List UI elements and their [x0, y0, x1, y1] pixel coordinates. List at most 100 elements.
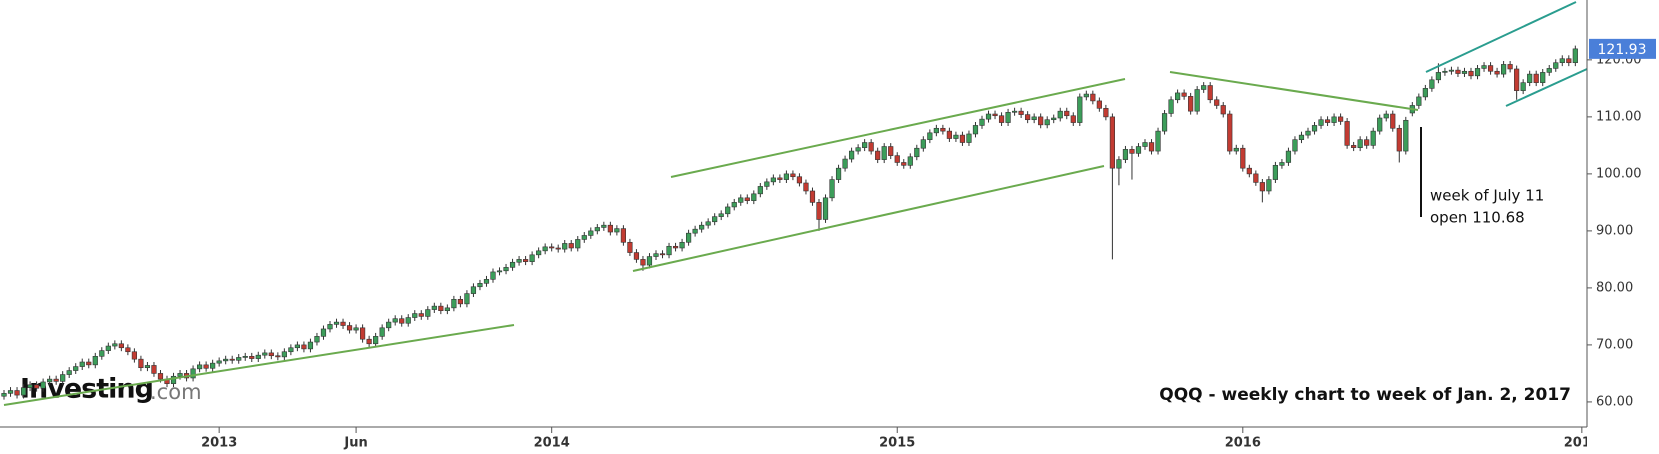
candle-body — [1559, 58, 1565, 64]
candle-body — [1259, 182, 1265, 192]
candle-body — [190, 368, 196, 379]
candle-body — [1285, 150, 1292, 163]
x-tick-label: 2015 — [879, 436, 915, 451]
candle-body — [705, 221, 711, 226]
candle-body — [1181, 92, 1187, 97]
candle-body — [666, 245, 672, 256]
candle-body — [496, 270, 503, 273]
logo-suffix: .com — [150, 380, 202, 404]
candle-body — [1135, 146, 1142, 154]
candle-body — [770, 177, 776, 183]
candle-body — [1005, 112, 1011, 123]
candle-body — [1338, 116, 1344, 122]
candle-body — [53, 378, 59, 382]
candle-body — [1214, 99, 1220, 106]
candle-body — [1194, 89, 1200, 112]
candle-body — [157, 373, 164, 380]
candle-body — [60, 374, 66, 382]
candle-body — [92, 356, 98, 366]
candle-body — [1416, 96, 1422, 106]
candle-body — [1011, 110, 1018, 113]
candle-body — [223, 358, 229, 362]
candle-body — [503, 267, 509, 272]
candle-body — [1070, 115, 1076, 123]
candle-body — [249, 356, 255, 359]
candle-body — [262, 352, 268, 356]
candle-body — [1311, 125, 1318, 132]
candle-body — [751, 193, 757, 201]
candle-body — [1253, 173, 1259, 183]
candle-body — [301, 344, 307, 350]
annotation: week of July 11 — [1430, 187, 1544, 205]
candle-body — [1096, 100, 1102, 109]
candle-body — [294, 344, 301, 349]
candle-body — [1422, 88, 1428, 98]
chart-title: QQQ - weekly chart to week of Jan. 2, 20… — [1159, 385, 1571, 405]
candle-body — [268, 352, 274, 357]
candle-body — [1116, 159, 1122, 169]
candle-body — [353, 327, 359, 331]
candle-body — [646, 256, 653, 266]
candle-body — [1057, 110, 1063, 119]
candle-body — [105, 345, 111, 351]
y-tick-label: 80.00 — [1596, 280, 1633, 295]
candle-body — [881, 146, 887, 160]
candle-body — [1396, 127, 1402, 152]
candle-body — [542, 246, 548, 252]
candle-body — [953, 134, 959, 139]
candle-body — [992, 113, 998, 117]
candle-body — [822, 197, 829, 220]
candle-body — [829, 179, 835, 199]
candle-body — [33, 384, 40, 389]
trend-line — [1425, 1, 1577, 73]
annotation: open 110.68 — [1430, 209, 1525, 227]
x-tick-label: 2014 — [534, 436, 570, 451]
candle-body — [1272, 165, 1278, 180]
candle-body — [73, 366, 79, 371]
candle-body — [1540, 72, 1546, 83]
candle-body — [672, 245, 679, 249]
candle-body — [490, 271, 496, 280]
candle-body — [483, 279, 490, 284]
candle-body — [777, 177, 783, 180]
candle-body — [679, 241, 685, 249]
candle-body — [601, 224, 607, 228]
candle-body — [1305, 130, 1311, 136]
trend-line — [670, 78, 1126, 178]
candle-body — [1507, 64, 1513, 70]
candle-body — [842, 158, 848, 169]
candle-body — [1155, 130, 1161, 152]
candle-body — [229, 358, 235, 361]
candle-body — [1390, 113, 1396, 129]
candle-body — [399, 318, 405, 324]
candle-body — [1109, 116, 1115, 169]
candle-body — [757, 186, 763, 195]
candle-body — [914, 147, 920, 158]
candle-body — [868, 142, 874, 152]
candle-body — [177, 373, 183, 377]
candle-body — [620, 228, 626, 243]
candle-body — [588, 230, 594, 236]
y-tick-label: 100.00 — [1596, 166, 1642, 181]
candle-body — [1083, 93, 1089, 98]
candle-body — [998, 115, 1005, 123]
candle-body — [594, 227, 600, 232]
candle-body — [1331, 116, 1337, 123]
candle-body — [47, 378, 53, 383]
candle-body — [894, 155, 900, 163]
candle-body — [457, 298, 464, 305]
candle-body — [640, 259, 646, 266]
candle-body — [1279, 162, 1285, 166]
candle-body — [966, 133, 972, 143]
candle-body — [614, 228, 620, 233]
candle-body — [197, 364, 203, 370]
candle-body — [1207, 85, 1213, 101]
candle-body — [731, 202, 737, 208]
candle-body — [1324, 119, 1331, 123]
last-price-badge — [1589, 38, 1656, 59]
candle-body — [581, 235, 587, 240]
candle-body — [333, 321, 340, 325]
candle-body — [549, 246, 555, 249]
candle-body — [744, 197, 750, 201]
